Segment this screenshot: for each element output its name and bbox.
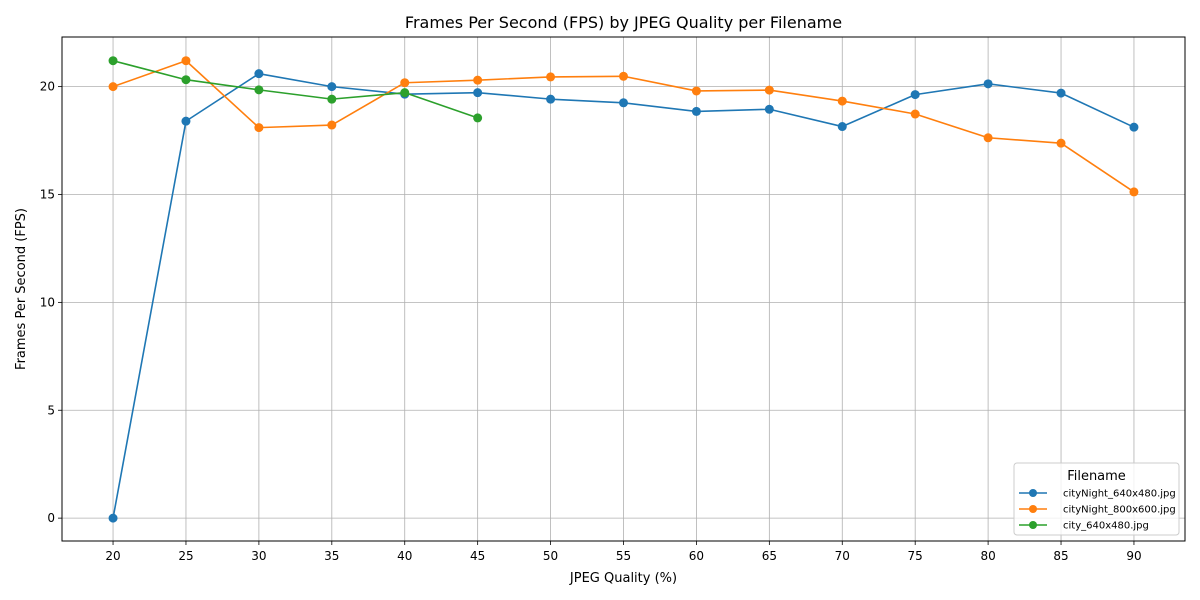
data-point [983,133,993,143]
data-point [837,122,847,132]
x-tick-label: 55 [616,549,631,563]
data-point [764,104,774,114]
data-point [181,56,191,66]
data-point [181,116,191,126]
x-tick-label: 45 [470,549,485,563]
x-tick-label: 65 [762,549,777,563]
data-point [473,88,483,98]
data-point [546,94,556,104]
grid-lines [62,37,1185,541]
data-point [254,85,264,95]
series-0 [108,69,1139,523]
data-point [400,88,410,98]
data-point [400,78,410,88]
data-point [910,90,920,100]
x-tick-label: 35 [324,549,339,563]
data-point [181,75,191,85]
legend-label: city_640x480.jpg [1063,521,1149,532]
data-point [327,94,337,104]
x-tick-label: 60 [689,549,704,563]
legend-marker [1029,521,1037,529]
x-tick-label: 85 [1053,549,1068,563]
data-point [764,85,774,95]
legend-title: Filename [1067,469,1126,484]
series-lines [108,56,1139,523]
x-tick-label: 70 [835,549,850,563]
x-tick-label: 40 [397,549,412,563]
legend-entry: city_640x480.jpg [1019,521,1149,532]
chart-title: Frames Per Second (FPS) by JPEG Quality … [405,13,842,32]
data-point [108,513,118,523]
legend-marker [1029,489,1037,497]
series-1 [108,56,1139,197]
data-point [473,75,483,85]
axes: 20 25 30 35 40 45 50 55 60 65 70 75 80 85 90 0 5 10 15 20 [40,80,1142,563]
data-point [327,120,337,130]
data-point [910,109,920,119]
series-line [112,59,478,119]
y-tick-label: 15 [40,188,55,202]
x-tick-label: 80 [980,549,995,563]
data-point [619,98,628,108]
y-tick-label: 20 [40,80,55,94]
data-point [1056,138,1066,148]
x-tick-label: 20 [105,549,120,563]
legend-box [1013,462,1180,536]
y-tick-label: 0 [47,511,55,525]
x-tick-label: 50 [543,549,558,563]
x-tick-label: 90 [1126,549,1141,563]
data-point [837,96,847,106]
x-tick-label: 25 [178,549,193,563]
y-tick-label: 10 [40,295,55,309]
data-point [254,123,264,133]
data-point [619,71,628,81]
data-point [327,82,337,92]
y-tick-label: 5 [47,403,55,417]
series-2 [108,56,483,123]
x-tick-label: 75 [908,549,923,563]
legend: Filename cityNight_640x480.jpg cityNight_… [1013,462,1180,536]
x-tick-label: 30 [251,549,266,563]
data-point [546,72,556,82]
x-axis-title: JPEG Quality (%) [569,571,677,586]
data-point [1129,122,1139,132]
data-point [108,82,118,92]
legend-entry: cityNight_800x600.jpg [1019,505,1176,516]
data-point [473,113,483,123]
data-point [254,69,264,79]
data-point [691,106,701,116]
legend-marker [1029,505,1037,513]
data-point [691,86,701,96]
data-point [983,79,993,89]
data-point [1056,88,1066,98]
data-point [108,56,118,66]
y-axis-title: Frames Per Second (FPS) [14,208,29,370]
legend-label: cityNight_800x600.jpg [1063,505,1176,516]
data-point [1129,187,1139,197]
legend-entry: cityNight_640x480.jpg [1019,489,1176,500]
legend-label: cityNight_640x480.jpg [1063,489,1176,500]
